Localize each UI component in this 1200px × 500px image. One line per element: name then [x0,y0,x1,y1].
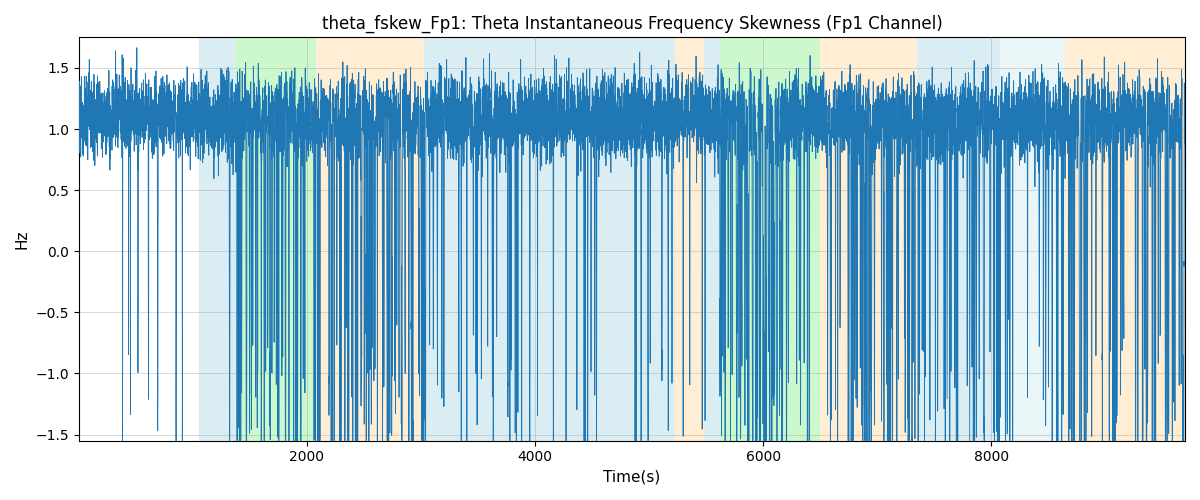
Title: theta_fskew_Fp1: Theta Instantaneous Frequency Skewness (Fp1 Channel): theta_fskew_Fp1: Theta Instantaneous Fre… [322,15,942,34]
Bar [720,38,820,440]
Bar [316,38,425,440]
Bar [820,38,917,440]
X-axis label: Time(s): Time(s) [604,470,660,485]
Bar [703,38,720,440]
Bar [1001,38,1066,440]
Bar [425,38,676,440]
Bar [676,38,703,440]
Bar [199,38,236,440]
Bar [236,38,316,440]
Bar [917,38,1001,440]
Bar [1066,38,1186,440]
Y-axis label: Hz: Hz [14,230,30,249]
